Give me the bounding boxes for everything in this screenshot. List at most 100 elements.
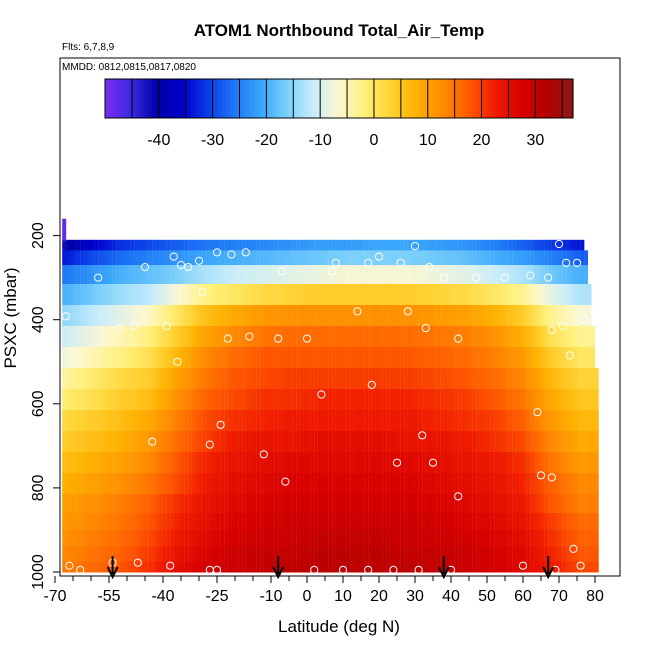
heatmap-cell <box>551 368 556 390</box>
heatmap-cell <box>461 389 466 411</box>
heatmap-cell <box>357 239 362 251</box>
heatmap-cell <box>415 326 419 348</box>
heatmap-cell <box>479 326 484 348</box>
heatmap-cell <box>458 410 462 432</box>
heatmap-cell <box>393 326 398 348</box>
heatmap-cell <box>382 452 387 474</box>
y-axis-label: PSXC (mbar) <box>1 267 20 368</box>
heatmap-cell <box>274 283 279 306</box>
heatmap-cell <box>303 368 308 390</box>
heatmap-cell <box>317 250 322 266</box>
heatmap-cell <box>181 326 185 348</box>
heatmap-cell <box>163 250 167 266</box>
heatmap-cell <box>87 265 92 285</box>
heatmap-cell <box>321 431 326 453</box>
heatmap-cell <box>109 239 113 251</box>
heatmap-cell <box>245 561 250 573</box>
heatmap-cell <box>429 265 434 285</box>
heatmap-cell <box>98 347 102 369</box>
heatmap-cell <box>101 452 106 474</box>
heatmap-cell <box>501 473 506 495</box>
heatmap-cell <box>199 546 203 562</box>
heatmap-cell <box>476 389 480 411</box>
heatmap-cell <box>62 389 66 411</box>
heatmap-cell <box>526 546 531 562</box>
heatmap-cell <box>541 452 545 474</box>
heatmap-cell <box>386 347 390 369</box>
heatmap-cell <box>292 250 297 266</box>
heatmap-cell <box>148 561 153 573</box>
heatmap-cell <box>429 513 434 531</box>
heatmap-cell <box>533 452 538 474</box>
heatmap-cell <box>436 265 441 285</box>
heatmap-cell <box>551 529 556 548</box>
heatmap-cell <box>69 239 74 251</box>
heatmap-cell <box>382 304 387 327</box>
heatmap-cell <box>591 546 596 562</box>
heatmap-cell <box>98 283 102 306</box>
heatmap-cell <box>177 265 182 285</box>
heatmap-cell <box>569 473 574 495</box>
heatmap-cell <box>80 452 84 474</box>
heatmap-cell <box>227 265 232 285</box>
heatmap-cell <box>508 265 513 285</box>
heatmap-cell <box>242 561 246 573</box>
heatmap-cell <box>353 546 358 562</box>
heatmap-cell <box>555 239 560 251</box>
heatmap-cell <box>523 529 527 548</box>
heatmap-cell <box>231 368 236 390</box>
heatmap-cell <box>94 452 99 474</box>
heatmap-cell <box>472 326 477 348</box>
heatmap-cell <box>159 494 164 514</box>
heatmap-cell <box>98 431 102 453</box>
heatmap-cell <box>379 410 383 432</box>
heatmap-cell <box>580 326 585 348</box>
arrow-head <box>272 566 285 580</box>
heatmap-cell <box>490 304 495 327</box>
heatmap-cell <box>105 304 110 327</box>
heatmap-cell <box>188 368 192 390</box>
heatmap-cell <box>533 431 538 453</box>
heatmap-cell <box>523 546 527 562</box>
heatmap-cell <box>386 494 390 514</box>
heatmap-cell <box>487 389 491 411</box>
heatmap-cell <box>224 239 228 251</box>
heatmap-cell <box>213 326 218 348</box>
heatmap-cell <box>418 473 423 495</box>
heatmap-cell <box>339 410 344 432</box>
heatmap-cell <box>271 494 275 514</box>
heatmap-cell <box>130 347 135 369</box>
colorbar-segment <box>565 79 570 118</box>
heatmap-cell <box>159 326 164 348</box>
heatmap-cell <box>285 250 290 266</box>
heatmap-cell <box>321 546 326 562</box>
heatmap-cell <box>213 410 218 432</box>
heatmap-cell <box>289 250 293 266</box>
heatmap-cell <box>569 513 574 531</box>
heatmap-cell <box>299 452 304 474</box>
heatmap-cell <box>497 410 502 432</box>
heatmap-cell <box>227 368 232 390</box>
heatmap-cell <box>454 410 459 432</box>
heatmap-cell <box>469 546 473 562</box>
heatmap-cell <box>130 494 135 514</box>
heatmap-cell <box>515 561 520 573</box>
heatmap-cell <box>263 347 268 369</box>
heatmap-cell <box>112 410 117 432</box>
heatmap-cell <box>231 561 236 573</box>
heatmap-cell <box>281 347 286 369</box>
colorbar-segment <box>198 79 204 118</box>
heatmap-cell <box>80 431 84 453</box>
heatmap-cell <box>555 368 560 390</box>
heatmap-cell <box>325 410 329 432</box>
heatmap-cell <box>224 265 228 285</box>
heatmap-cell <box>220 283 225 306</box>
heatmap-cell <box>119 304 124 327</box>
heatmap-cell <box>386 473 390 495</box>
heatmap-cell <box>389 283 394 306</box>
heatmap-cell <box>587 326 592 348</box>
heatmap-cell <box>267 561 272 573</box>
heatmap-cell <box>508 431 513 453</box>
heatmap-cell <box>458 326 462 348</box>
heatmap-cell <box>451 513 455 531</box>
